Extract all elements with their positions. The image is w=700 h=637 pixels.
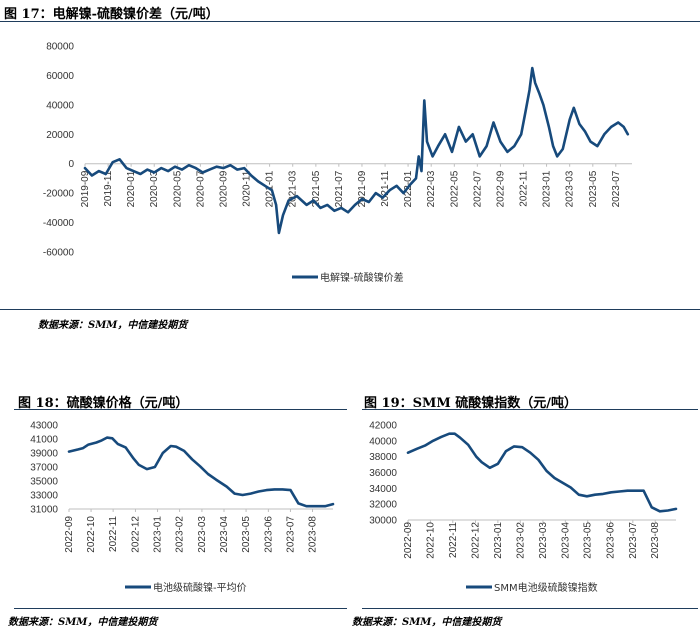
fig19-ytick-label: 34000 xyxy=(369,484,397,495)
fig17-xtick-label: 2022-09 xyxy=(495,170,506,207)
fig18-xtick-label: 2023-08 xyxy=(308,516,319,553)
fig17-ytick-label: -20000 xyxy=(43,189,75,200)
fig17-xtick-label: 2020-01 xyxy=(126,170,137,207)
fig17-xtick-label: 2019-11 xyxy=(103,170,114,206)
fig19-xtick-label: 2022-11 xyxy=(448,522,459,558)
fig17-xtick-label: 2022-05 xyxy=(449,170,460,207)
fig19-xtick-label: 2022-09 xyxy=(403,522,414,559)
fig17-ytick-label: 80000 xyxy=(46,42,74,53)
fig19-xtick-label: 2023-01 xyxy=(493,522,504,559)
fig17-ytick-label: -60000 xyxy=(43,248,75,259)
fig17-xtick-label: 2020-11 xyxy=(242,170,253,206)
fig19-top-rule xyxy=(362,409,698,410)
fig18-xtick-label: 2023-04 xyxy=(219,516,230,553)
fig19-xtick-label: 2023-04 xyxy=(560,522,571,559)
fig17-ytick-label: -40000 xyxy=(43,218,75,229)
fig18-xtick-label: 2023-03 xyxy=(197,516,208,553)
fig17-ytick-label: 20000 xyxy=(46,130,74,141)
fig18-legend-label: 电池级硫酸镍-平均价 xyxy=(153,581,247,594)
fig17-xtick-label: 2021-09 xyxy=(357,170,368,207)
fig17-xtick-label: 2021-03 xyxy=(288,170,299,207)
fig17-ytick-label: 60000 xyxy=(46,71,74,82)
fig19-ytick-label: 38000 xyxy=(369,452,397,463)
fig18-xtick-label: 2023-02 xyxy=(175,516,186,553)
fig19-xtick-label: 2023-03 xyxy=(538,522,549,559)
fig17-title: 图 17：电解镍-硫酸镍价差（元/吨） xyxy=(4,7,219,22)
fig17-xtick-label: 2021-07 xyxy=(334,170,345,207)
fig18-title: 图 18：硫酸镍价格（元/吨） xyxy=(18,396,189,411)
fig19-xtick-label: 2023-08 xyxy=(650,522,661,559)
fig19-ytick-label: 36000 xyxy=(369,468,397,479)
fig19-series-line xyxy=(406,432,678,513)
fig18-ytick-label: 39000 xyxy=(30,449,58,460)
fig17-xtick-label: 2020-09 xyxy=(218,170,229,207)
fig18-top-rule xyxy=(14,409,347,410)
fig17-xtick-label: 2020-05 xyxy=(172,170,183,207)
fig19-xtick-label: 2023-06 xyxy=(605,522,616,559)
fig19-xtick-label: 2023-02 xyxy=(515,522,526,559)
fig17-xtick-label: 2022-03 xyxy=(426,170,437,207)
fig19-source: 数据来源：SMM，中信建投期货 xyxy=(352,617,502,628)
fig17-xtick-label: 2020-07 xyxy=(195,170,206,207)
fig17-xtick-label: 2023-05 xyxy=(588,170,599,207)
fig18-source: 数据来源：SMM，中信建投期货 xyxy=(8,617,158,628)
fig17-xtick-label: 2021-11 xyxy=(380,170,391,206)
fig17-xtick-label: 2020-03 xyxy=(149,170,160,207)
fig18-xtick-label: 2023-01 xyxy=(153,516,164,553)
fig18-bottom-rule xyxy=(14,608,347,609)
fig19-xtick-label: 2023-07 xyxy=(628,522,639,559)
fig17-xtick-label: 2023-07 xyxy=(611,170,622,207)
fig17-ytick-label: 0 xyxy=(68,159,74,170)
fig18-xtick-label: 2022-12 xyxy=(130,516,141,553)
fig17-ytick-label: 40000 xyxy=(46,100,74,111)
fig18-xtick-label: 2023-07 xyxy=(285,516,296,553)
fig17-xtick-label: 2019-09 xyxy=(80,170,91,207)
fig17-xtick-label: 2021-05 xyxy=(311,170,322,207)
fig18-xtick-label: 2022-11 xyxy=(108,516,119,552)
fig18-ytick-label: 33000 xyxy=(30,491,58,502)
fig19-xtick-label: 2023-05 xyxy=(583,522,594,559)
fig19-legend-label: SMM电池级硫酸镍指数 xyxy=(494,581,598,594)
fig18-ytick-label: 37000 xyxy=(30,463,58,474)
fig18-xtick-label: 2022-10 xyxy=(86,516,97,553)
fig19-ytick-label: 30000 xyxy=(369,516,397,527)
fig19-bottom-rule xyxy=(362,608,698,609)
fig17-series-line xyxy=(83,66,630,235)
fig17-xtick-label: 2022-01 xyxy=(403,170,414,207)
fig17-top-rule xyxy=(0,21,700,22)
fig18-xtick-label: 2023-06 xyxy=(263,516,274,553)
fig19-title: 图 19：SMM 硫酸镍指数（元/吨） xyxy=(364,396,578,411)
fig19-xtick-label: 2022-12 xyxy=(470,522,481,559)
fig17-xtick-label: 2022-07 xyxy=(472,170,483,207)
fig18-ytick-label: 41000 xyxy=(30,435,58,446)
fig18-ytick-label: 31000 xyxy=(30,505,58,516)
fig18-xtick-label: 2023-05 xyxy=(241,516,252,553)
fig19-xtick-label: 2022-10 xyxy=(425,522,436,559)
fig17-source: 数据来源：SMM，中信建投期货 xyxy=(38,320,188,331)
fig17-xtick-label: 2023-01 xyxy=(542,170,553,207)
fig17-legend-label: 电解镍-硫酸镍价差 xyxy=(320,271,404,284)
fig17-bottom-rule xyxy=(0,309,700,310)
fig18-ytick-label: 43000 xyxy=(30,421,58,432)
fig19-ytick-label: 32000 xyxy=(369,500,397,511)
fig18-series-line xyxy=(67,436,335,508)
fig17-xtick-label: 2023-03 xyxy=(565,170,576,207)
fig19-ytick-label: 42000 xyxy=(369,421,397,432)
fig19-ytick-label: 40000 xyxy=(369,436,397,447)
fig17-xtick-label: 2022-11 xyxy=(519,170,530,206)
fig18-xtick-label: 2022-09 xyxy=(64,516,75,553)
fig18-ytick-label: 35000 xyxy=(30,477,58,488)
